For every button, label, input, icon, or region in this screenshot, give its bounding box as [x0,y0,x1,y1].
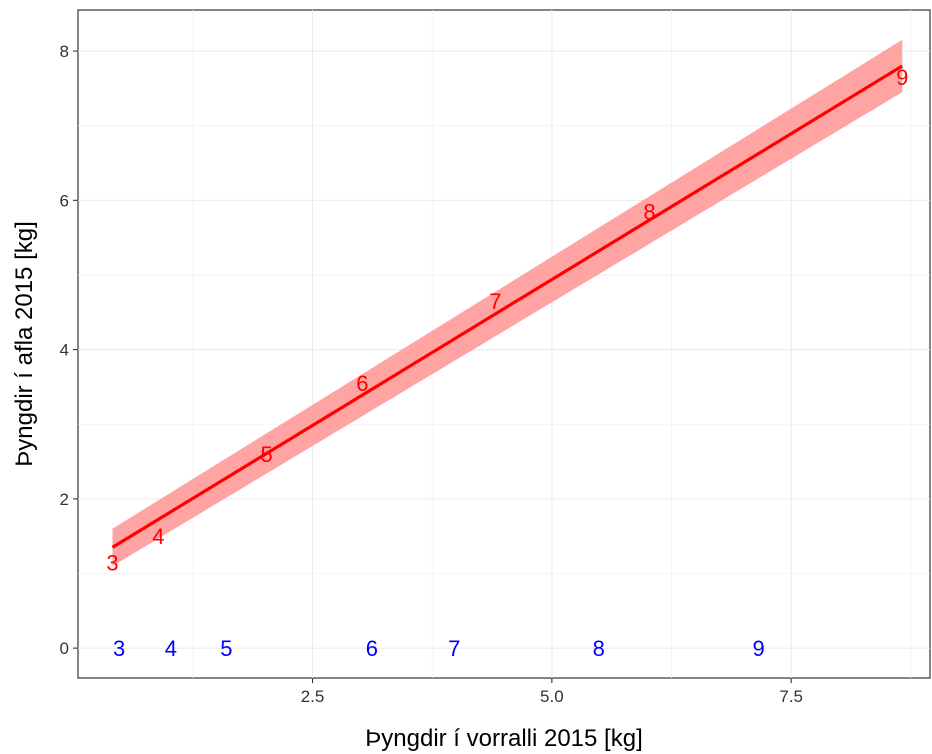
fit-line [111,64,904,549]
x-tick-label: 7.5 [779,687,803,706]
fit-line-layer [111,64,904,549]
confidence-band-layer [112,39,903,567]
catch-point-label: 4 [152,524,164,549]
survey-point-label: 5 [220,636,232,661]
x-tick-label: 5.0 [540,687,564,706]
axis-ticks: 2.5 5.0 7.5 0 2 4 6 8 [60,42,803,706]
catch-point-label: 3 [106,550,118,575]
survey-point-label: 8 [593,636,605,661]
survey-point-label: 3 [113,636,125,661]
catch-point-label: 9 [896,65,908,90]
y-axis-title: Þyngdir í afla 2015 [kg] [11,221,38,466]
catch-point-label: 7 [489,289,501,314]
survey-point-label: 7 [448,636,460,661]
y-tick-label: 4 [60,341,69,360]
y-tick-label: 6 [60,191,69,210]
survey-point-label: 6 [366,636,378,661]
y-tick-label: 8 [60,42,69,61]
y-tick-label: 2 [60,490,69,509]
x-axis-title: Þyngdir í vorralli 2015 [kg] [365,725,642,752]
catch-point-label: 8 [643,200,655,225]
y-tick-label: 0 [60,639,69,658]
x-tick-label: 2.5 [301,687,325,706]
points-layer: 3 4 5 6 7 8 9 3 4 5 6 7 8 9 [106,65,908,661]
confidence-band [112,39,903,567]
survey-point-label: 9 [753,636,765,661]
catch-point-label: 5 [260,442,272,467]
survey-point-label: 4 [165,636,177,661]
catch-point-label: 6 [356,371,368,396]
